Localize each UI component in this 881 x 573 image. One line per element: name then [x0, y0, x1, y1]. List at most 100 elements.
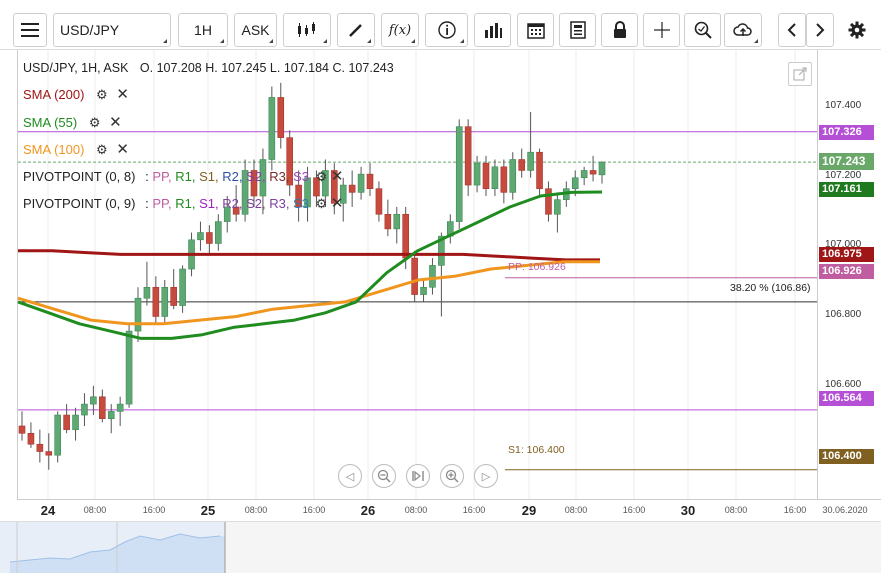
close-icon[interactable]: ✕: [116, 141, 129, 158]
time-axis[interactable]: [17, 499, 881, 522]
y-tick: 107.000: [825, 239, 862, 250]
sma55-price-box: 107.161: [819, 182, 874, 197]
menu-button[interactable]: [13, 13, 47, 47]
high-label: H.: [205, 61, 218, 75]
gear-icon[interactable]: ⚙: [315, 169, 328, 184]
open-label: O.: [139, 61, 154, 75]
pivot-s3: S3: [293, 169, 309, 184]
chart-plot-area[interactable]: [17, 50, 818, 499]
close-icon[interactable]: ✕: [116, 86, 129, 103]
bar-chart-icon: [484, 23, 502, 38]
chart-type-button[interactable]: [283, 13, 331, 47]
crosshair-icon: [653, 22, 670, 38]
zoom-in-icon: [445, 469, 459, 483]
x-hour-label: 16:00: [783, 505, 807, 515]
y-tick: 106.600: [825, 379, 862, 390]
open-value: 107.208: [156, 61, 202, 75]
x-hour-label: 16:00: [302, 505, 326, 515]
cloud-upload-icon: [733, 23, 752, 36]
navigator-area-chart: [0, 522, 226, 573]
header-interval: 1H: [81, 61, 98, 75]
toolbar: USD/JPY 1H ASK f(x): [0, 0, 881, 50]
pivot-separator: :: [145, 196, 149, 211]
zoom-out-icon: [377, 469, 391, 483]
chevron-left-icon: [787, 23, 796, 37]
scroll-right-button[interactable]: [806, 13, 834, 47]
crosshair-button[interactable]: [643, 13, 680, 47]
close-value: 107.243: [348, 61, 394, 75]
indicator-sma55: SMA (55) ⚙ ✕: [23, 113, 122, 131]
pivot-pp: PP,: [152, 196, 172, 211]
y-tick: 106.800: [825, 309, 862, 320]
price-type-label: ASK: [241, 22, 270, 38]
calendar-icon: [526, 23, 545, 39]
fib-level-label: 38.20 % (106.86): [730, 282, 811, 294]
y-tick: 107.400: [825, 100, 862, 111]
gear-icon[interactable]: ⚙: [88, 115, 101, 130]
price-type-selector[interactable]: ASK: [234, 13, 277, 47]
x-hour-label: 08:00: [564, 505, 588, 515]
volume-button[interactable]: [474, 13, 511, 47]
pivot-r1: R1,: [175, 196, 196, 211]
info-button[interactable]: [425, 13, 468, 47]
lock-button[interactable]: [601, 13, 638, 47]
indicator-pivot-8: PIVOTPOINT (0, 8) : PP, R1, S1, R2, S2, …: [23, 167, 343, 185]
s1-price-box: 106.400: [819, 449, 874, 464]
scroll-forward-button[interactable]: ▷: [474, 464, 498, 488]
x-day-label: 24: [40, 503, 56, 518]
hamburger-icon: [21, 23, 39, 37]
zoom-button[interactable]: [684, 13, 721, 47]
close-icon[interactable]: ✕: [109, 114, 122, 131]
pivot-s3: S3: [293, 196, 309, 211]
draw-tool-button[interactable]: [337, 13, 375, 47]
info-icon: [437, 21, 456, 39]
x-hour-label: 08:00: [404, 505, 428, 515]
y-tick: 107.200: [825, 170, 862, 181]
scroll-back-button[interactable]: ◁: [338, 464, 362, 488]
x-hour-label: 08:00: [83, 505, 107, 515]
reset-icon: [412, 470, 424, 482]
pp-price-box: 106.926: [819, 264, 874, 279]
high-value: 107.245: [221, 61, 267, 75]
zoom-out-button[interactable]: [372, 464, 396, 488]
gear-icon[interactable]: ⚙: [96, 87, 108, 102]
indicator-pivot-9: PIVOTPOINT (0, 9) : PP, R1, S1, R2, S2, …: [23, 194, 343, 212]
indicators-button[interactable]: f(x): [381, 13, 419, 47]
s1-level-label: S1: 106.400: [508, 444, 565, 456]
reset-view-button[interactable]: [406, 464, 430, 488]
pp-level-label: PP: 106.926: [508, 261, 566, 273]
symbol-label: USD/JPY: [60, 22, 120, 38]
gear-icon[interactable]: ⚙: [315, 196, 328, 211]
indicator-label: PIVOTPOINT (0, 8): [23, 169, 136, 184]
close-icon[interactable]: ✕: [330, 168, 344, 185]
lower-line-price-box: 106.564: [819, 391, 874, 406]
expand-icon: [793, 67, 807, 81]
upper-line-price-box: 107.326: [819, 125, 874, 140]
x-day-label: 30: [680, 503, 696, 518]
candles-icon: [298, 22, 315, 37]
navigator-strip[interactable]: [0, 521, 881, 573]
close-icon[interactable]: ✕: [330, 195, 344, 212]
zoom-icon: [694, 21, 712, 39]
pivot-s2: S2,: [246, 196, 266, 211]
x-day-label: 25: [200, 503, 216, 518]
scroll-left-button[interactable]: [778, 13, 806, 47]
news-button[interactable]: [559, 13, 596, 47]
calendar-button[interactable]: [517, 13, 554, 47]
timeframe-selector[interactable]: 1H: [178, 13, 228, 47]
indicator-label: SMA (55): [23, 115, 78, 130]
settings-button[interactable]: [842, 13, 872, 47]
x-hour-label: 08:00: [244, 505, 268, 515]
sma200-price-box: 106.975: [819, 247, 874, 262]
pivot-s2: S2,: [246, 169, 266, 184]
gear-icon[interactable]: ⚙: [96, 142, 108, 157]
maximize-button[interactable]: [788, 62, 812, 86]
pencil-icon: [349, 24, 362, 37]
gear-icon: [848, 21, 866, 39]
ohlc-header: USD/JPY, 1H, ASK O. 107.208 H. 107.245 L…: [23, 61, 394, 75]
export-button[interactable]: [724, 13, 762, 47]
indicator-sma100: SMA (100) ⚙ ✕: [23, 140, 129, 158]
zoom-in-button[interactable]: [440, 464, 464, 488]
symbol-selector[interactable]: USD/JPY: [53, 13, 171, 47]
pivot-r2: R2,: [222, 169, 243, 184]
